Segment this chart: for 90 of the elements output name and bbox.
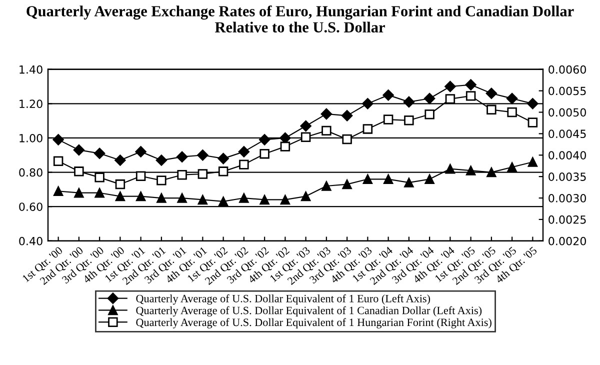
y2-tick-label: 0.0040 xyxy=(548,151,586,160)
point xyxy=(486,88,498,99)
point xyxy=(424,174,434,184)
y-tick-label: 0.40 xyxy=(19,236,42,246)
point xyxy=(424,110,434,120)
point xyxy=(424,92,436,104)
point xyxy=(218,166,228,176)
point xyxy=(506,92,518,104)
point xyxy=(486,167,496,178)
chart-title: Quarterly Average Exchange Rates of Euro, Hungarian Forint and Canadian Dollar Relative to the U.S. Dollar xyxy=(26,5,574,33)
point xyxy=(383,174,394,184)
point xyxy=(74,166,84,176)
point xyxy=(382,89,394,101)
point xyxy=(320,108,332,120)
point xyxy=(362,174,373,184)
point xyxy=(218,152,229,164)
point xyxy=(94,188,104,198)
point xyxy=(445,94,456,104)
point xyxy=(156,193,166,203)
point xyxy=(466,166,476,176)
point xyxy=(136,171,146,181)
y-tick-label: 0.60 xyxy=(19,202,42,211)
point xyxy=(115,179,126,190)
point xyxy=(486,104,496,115)
point xyxy=(362,124,373,134)
point xyxy=(238,146,250,158)
point xyxy=(466,91,476,101)
y2-tick-label: 0.0035 xyxy=(548,172,586,181)
point xyxy=(280,142,290,152)
point xyxy=(507,107,517,118)
point xyxy=(322,181,332,191)
point xyxy=(53,156,64,166)
point xyxy=(260,194,270,205)
point xyxy=(260,148,270,159)
y2-tick-label: 0.0030 xyxy=(548,194,586,202)
point xyxy=(300,191,311,202)
y-tick-label: 1.40 xyxy=(20,65,42,74)
point xyxy=(218,196,228,206)
point xyxy=(177,193,187,203)
legend-label: Quarterly Average of U.S. Dollar Equivalent of 1 Euro (Left Axis) xyxy=(136,294,430,305)
y2-tick-label: 0.0025 xyxy=(548,215,586,224)
y-tick-label: 0.80 xyxy=(19,168,42,177)
point xyxy=(239,160,249,170)
legend-label: Quarterly Average of U.S. Dollar Equivalent of 1 Hungarian Forint (Right Axis) xyxy=(136,318,492,328)
point xyxy=(465,79,476,90)
point xyxy=(444,80,456,92)
y2-tick-label: 0.0060 xyxy=(548,65,586,74)
point xyxy=(115,191,126,202)
point xyxy=(197,150,208,161)
y2-tick-label: 0.0050 xyxy=(548,108,586,117)
point xyxy=(404,178,414,188)
point xyxy=(136,191,146,202)
y2-tick-label: 0.0045 xyxy=(548,130,586,138)
point xyxy=(528,157,538,167)
point xyxy=(322,126,332,136)
point xyxy=(198,194,208,205)
point xyxy=(52,134,64,146)
point xyxy=(74,188,84,198)
point xyxy=(404,116,414,126)
point xyxy=(176,151,188,162)
point xyxy=(114,154,126,166)
point xyxy=(53,186,64,196)
point xyxy=(300,120,312,132)
point xyxy=(258,134,270,146)
point xyxy=(156,176,166,186)
point xyxy=(177,170,187,180)
point xyxy=(300,132,311,142)
y2-tick-label: 0.0055 xyxy=(548,86,586,96)
point xyxy=(507,162,517,172)
point xyxy=(73,144,85,156)
point xyxy=(342,179,352,190)
point xyxy=(527,98,538,110)
point xyxy=(528,118,538,128)
y2-tick-label: 0.0020 xyxy=(548,236,586,246)
y-tick-label: 1.20 xyxy=(20,100,42,108)
point xyxy=(341,110,353,122)
point xyxy=(445,164,456,174)
point xyxy=(239,193,249,203)
point xyxy=(94,148,106,160)
point xyxy=(403,96,415,108)
point xyxy=(156,154,168,166)
point xyxy=(198,169,208,179)
legend-label: Quarterly Average of U.S. Dollar Equivalent of 1 Canadian Dollar (Left Axis) xyxy=(136,306,482,316)
point xyxy=(342,134,352,144)
point xyxy=(94,172,104,182)
point xyxy=(383,114,394,124)
point xyxy=(280,194,290,205)
point xyxy=(362,98,374,110)
y-tick-label: 1.00 xyxy=(20,134,42,142)
point xyxy=(135,146,146,158)
